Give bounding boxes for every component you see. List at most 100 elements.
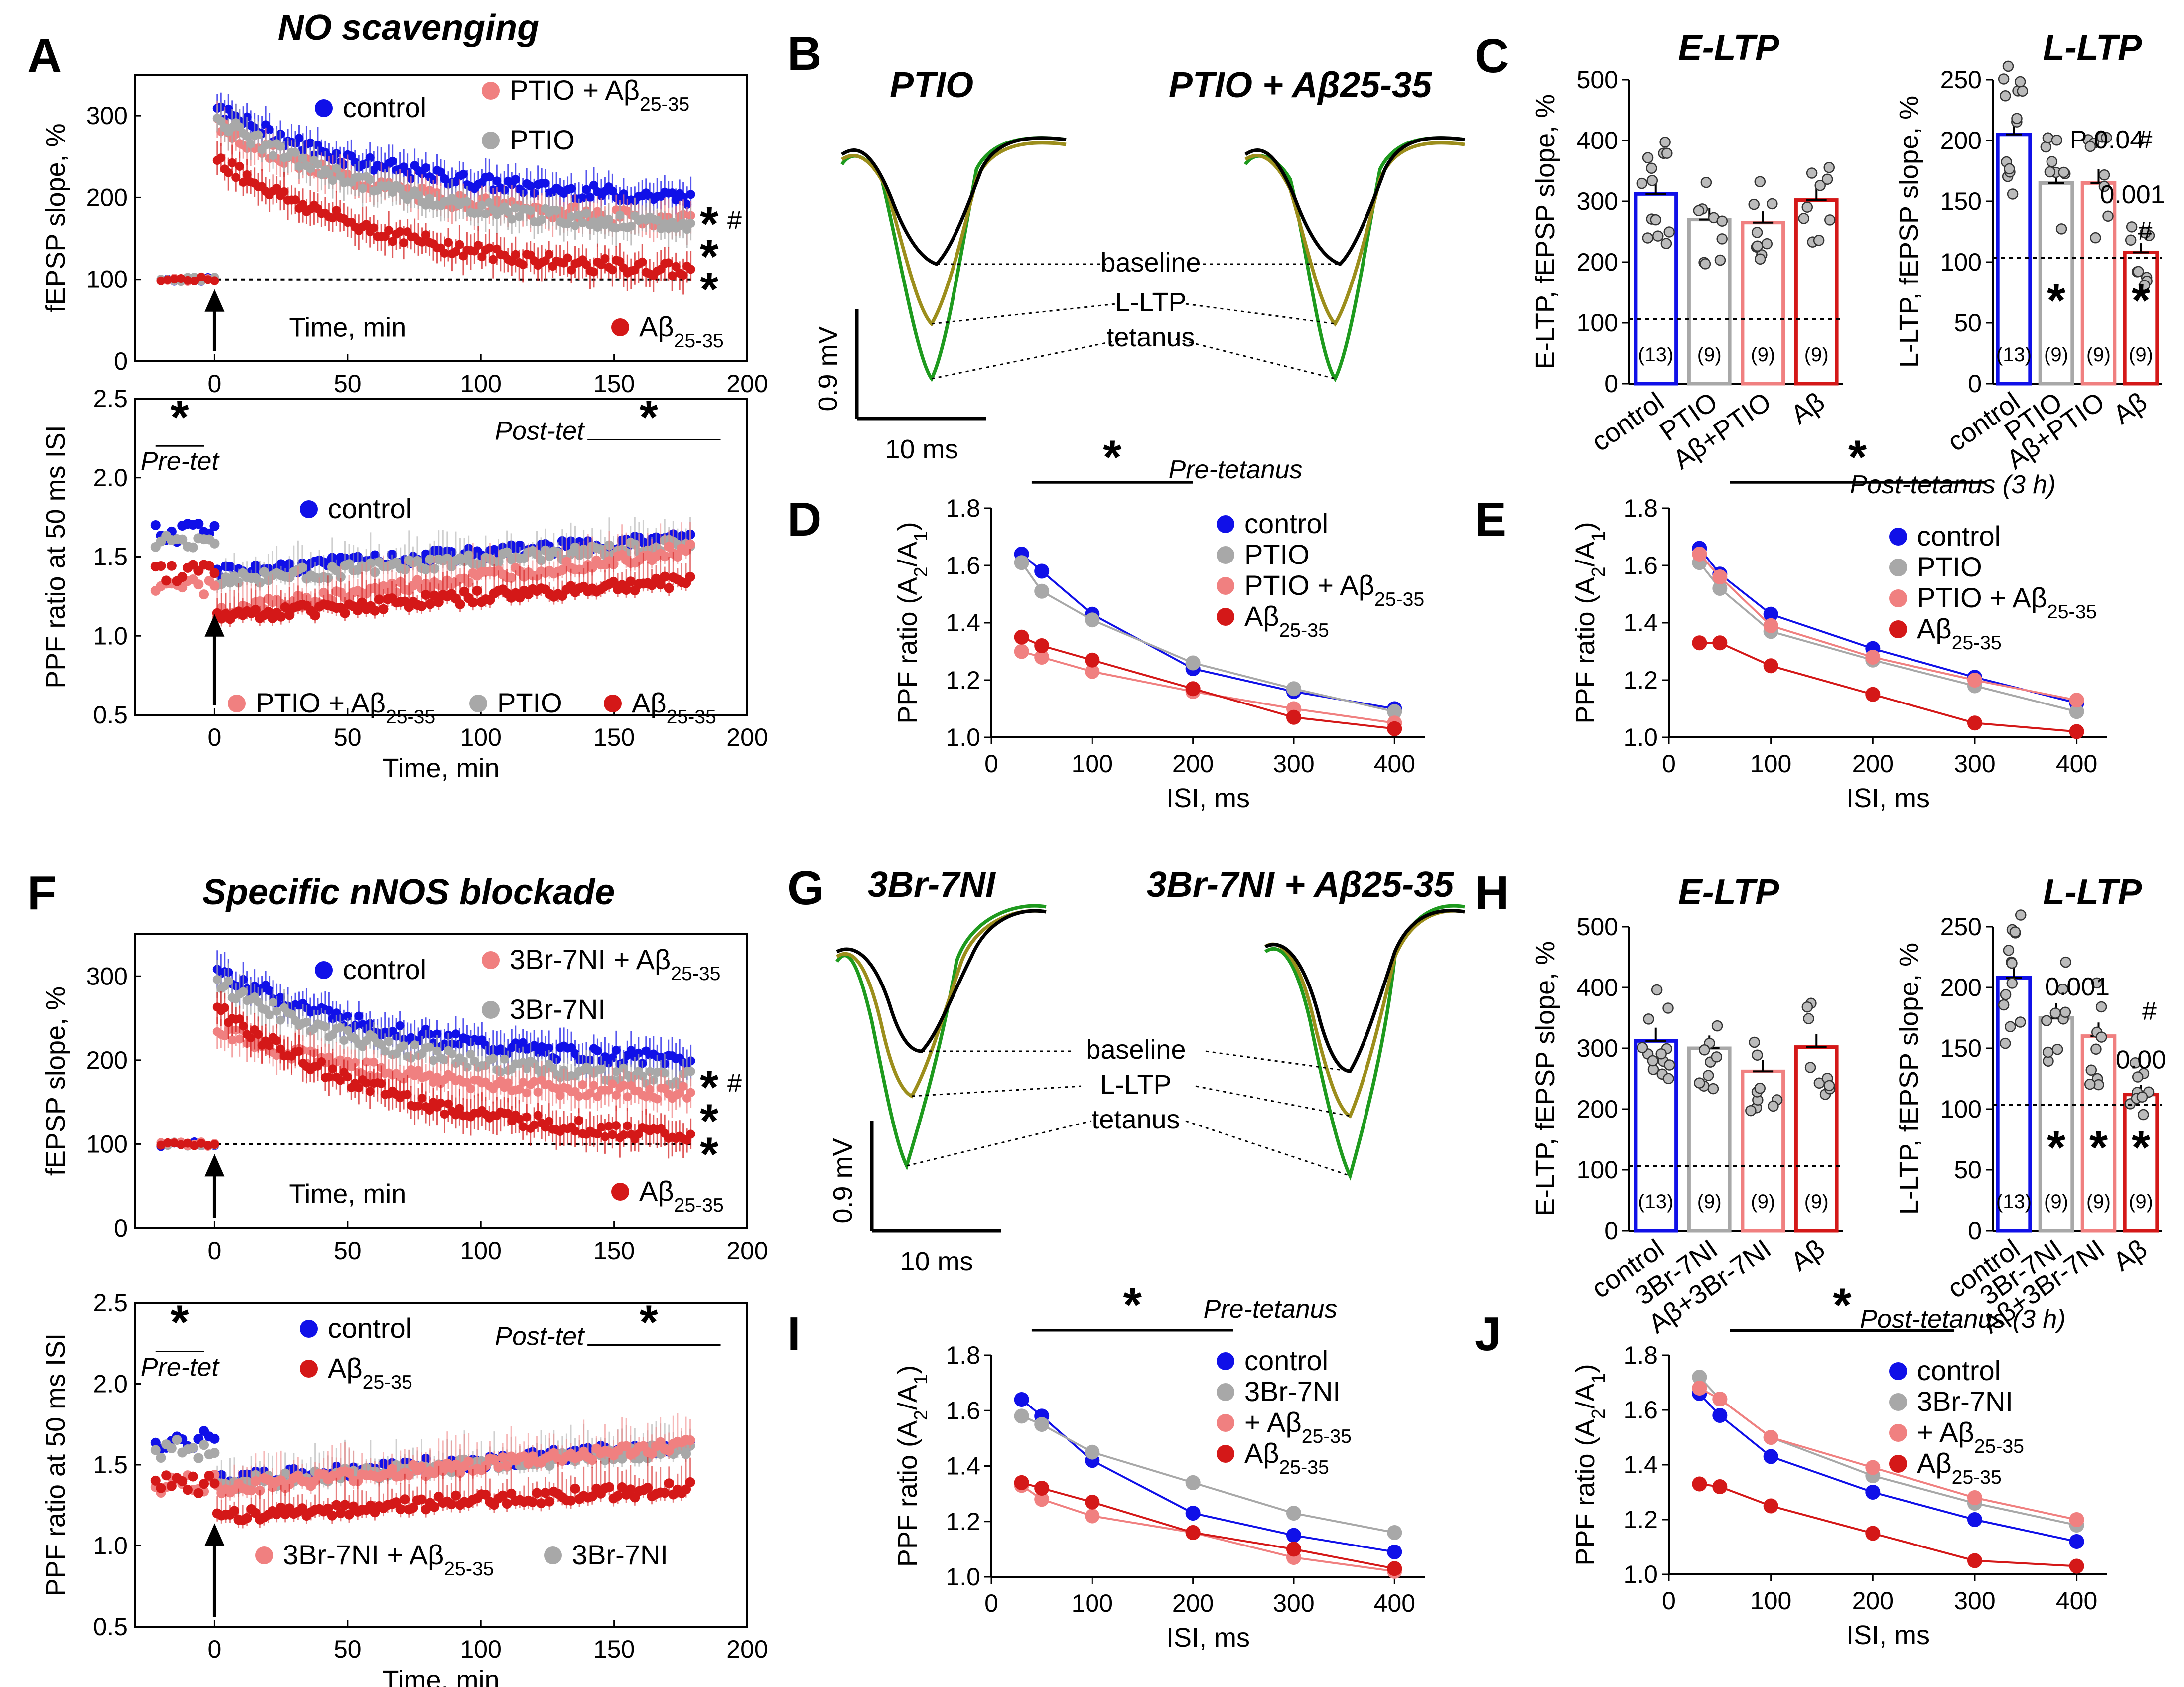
a-top-ytick-label: 100 [86,266,128,293]
c-l-data-point [2017,85,2028,97]
c-e-data-point [1823,162,1835,173]
f-bot-legend-br-label: 3Br-7NI [572,1539,668,1570]
f-top-point [235,1014,244,1024]
f-bot-legend-control-label: control [328,1312,411,1344]
d-ytick-label: 1.0 [946,723,980,751]
d-xlabel: ISI, ms [1166,783,1250,813]
a-top-point [421,230,431,240]
i-legend-3-label: Aβ25-35 [1244,1437,1329,1478]
h-l-ytick-label: 150 [1940,1034,1982,1062]
h-e-data-point [1699,1044,1710,1056]
h-e-data-point [1651,984,1663,996]
a-bot-point [425,554,435,564]
c-e-data-point [1798,213,1809,224]
a-top-point [384,226,394,235]
a-top-point [481,209,490,219]
a-bot-point [177,572,188,582]
f-bot-point [621,1441,632,1451]
a-top-xtick-label: 150 [593,370,635,398]
a-top-point [526,206,535,215]
f-bot-ytick-label: 1.0 [93,1532,128,1560]
a-top-point [388,237,397,246]
a-top-point [156,276,166,285]
h-e-ylabel: E-LTP, fEPSP slope, % [1530,941,1560,1216]
title-g2: 3Br-7NI + Aβ25-35 [1147,865,1454,905]
a-top-point [216,153,226,163]
f-top-point [265,1010,274,1020]
f-top-point [570,1126,580,1136]
i-point [1387,1561,1402,1576]
c-e-ytick-label: 400 [1577,127,1618,154]
j-point [1692,1476,1707,1492]
a-bot-point [506,572,517,583]
h-l-data-point [2091,977,2103,989]
a-top-point [578,193,587,203]
i-legend-0-label: control [1244,1345,1328,1376]
f-bot-arrow-head [204,1523,225,1546]
j-xtick-label: 0 [1662,1587,1676,1615]
f-bot-point [625,1484,636,1495]
a-bot-point [685,572,695,582]
f-bot-point [335,1508,346,1519]
f-top-point [518,1122,528,1131]
charts-layer: 0 50 100 150 200 0 100 200 300 fEPSP slope, % Time… [41,60,2166,1687]
h-l-data-point [2049,1007,2061,1019]
c-e-xtick-label: Aβ [1785,387,1830,430]
f-top-point [608,1079,617,1089]
h-e-bar [1634,1039,1678,1233]
f-top-point [339,1036,349,1045]
a-top-point [477,252,487,262]
c-l-hash-1: # [2138,126,2153,154]
c-e-data-point [1821,173,1833,185]
f-top-point [545,1117,554,1126]
j-point [1763,1449,1778,1464]
f-top-point [466,1049,475,1059]
a-top-point [242,170,252,179]
a-bot-point [209,580,220,591]
c-e-data-point [1767,198,1778,210]
c-e-ytick-label: 100 [1577,309,1618,337]
f-top-point [447,1049,457,1059]
c-e-data-point [1636,177,1648,189]
f-top-point [488,1054,498,1063]
a-bot-xtick-label: 200 [726,723,768,751]
a-top-point [570,202,580,212]
a-bot-legend-ptio-ab-label: PTIO + Aβ25-35 [256,687,435,728]
scale-label-b-ms: 10 ms [885,434,958,464]
d-legend-1-marker [1217,546,1234,564]
c-l-data-point [2014,76,2026,88]
d-ytick-label: 1.2 [946,666,980,694]
a-bot-point [378,604,389,614]
a-top-point [492,176,502,186]
e-point [1712,581,1728,596]
c-l-xtick-label: Aβ [2108,387,2152,430]
h-e-ytick-label: 500 [1577,913,1618,941]
a-top-point [507,257,517,266]
e-point [1865,687,1881,702]
a-bot-point [621,584,632,595]
a-top-point [619,189,628,199]
a-bot-ytick-label: 1.0 [93,622,128,650]
i-ytick-label: 1.4 [946,1452,980,1480]
e-point [1712,569,1728,584]
c-l-n-label: (9) [2086,344,2111,366]
h-e-n-label: (9) [1751,1191,1775,1213]
a-top-legend-ptio-marker [482,132,500,149]
a-top-point [210,276,219,285]
f-top-legend-br-marker [482,1001,500,1019]
h-l-hash: # [2142,997,2157,1026]
f-bot-point [161,1470,172,1481]
f-bot-point [613,1491,623,1501]
trace-b2-tetanus [1244,136,1465,382]
a-top-point [578,218,587,228]
a-top-point [425,194,434,203]
a-bot-pre-tet: Pre-tet [141,447,220,476]
a-top-point [585,192,595,202]
f-top-point [660,1068,670,1078]
i-point [1185,1475,1201,1490]
f-top-point [533,1111,543,1120]
f-bot-point [204,1470,214,1481]
f-bot-point [502,1461,512,1471]
f-top-point [515,1085,524,1094]
title-d: Pre-tetanus [1169,455,1303,484]
